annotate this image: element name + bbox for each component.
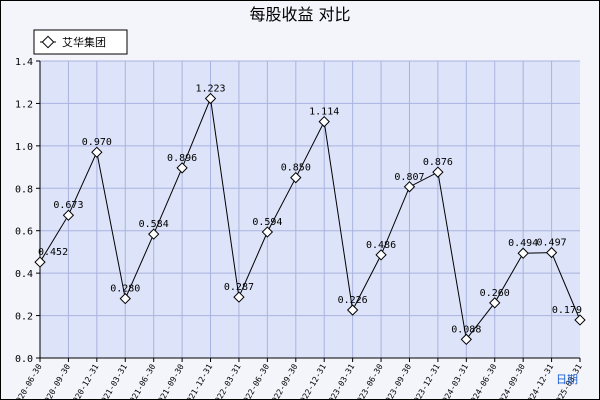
- data-point: [233, 291, 245, 303]
- legend-label: 艾华集团: [62, 35, 106, 49]
- grid-lines: [40, 60, 580, 358]
- y-tick-label: 1.2: [15, 99, 33, 110]
- x-tick-label: 2024-12-31: [523, 362, 555, 400]
- y-tick-label: 0.8: [15, 184, 33, 195]
- data-point: [460, 333, 472, 345]
- data-label: 0.179: [552, 305, 582, 316]
- data-point: [545, 246, 558, 259]
- data-point: [517, 247, 529, 259]
- data-label: 0.584: [139, 219, 169, 230]
- series-line: [39, 96, 581, 341]
- x-tick-label: 2021-09-30: [154, 362, 186, 400]
- data-label: 0.970: [82, 137, 112, 148]
- x-tick-label: 2022-12-31: [296, 362, 328, 400]
- data-point: [318, 116, 330, 128]
- data-point: [204, 92, 217, 105]
- data-label: 0.280: [110, 284, 140, 295]
- series-group: 0.452 0.673 0.970 0.280 0.584 0.896 1.223 0.287…: [34, 84, 586, 345]
- x-tick-label: 2020-12-31: [69, 362, 101, 400]
- data-label: 0.452: [38, 247, 68, 258]
- x-tick-label: 2024-06-30: [467, 362, 499, 400]
- data-label: 0.850: [281, 163, 311, 174]
- data-label: 0.260: [480, 288, 510, 299]
- data-label: 0.807: [394, 172, 424, 183]
- data-point: [403, 181, 416, 193]
- chart-title: 每股收益 对比: [249, 5, 350, 24]
- data-label: 0.486: [366, 240, 396, 251]
- y-tick-label: 1.0: [15, 142, 33, 153]
- y-tick-label: 0.4: [15, 269, 33, 280]
- x-axis-ticks: 2020-06-302020-09-302020-12-312021-03-31…: [12, 358, 584, 400]
- x-axis-title: 日期: [556, 373, 578, 386]
- data-label: 0.896: [167, 153, 197, 164]
- data-point: [574, 314, 586, 326]
- plot-area: [40, 61, 580, 358]
- x-tick-label: 2022-03-31: [211, 362, 243, 400]
- data-label: 0.287: [224, 282, 254, 293]
- data-point: [489, 297, 501, 309]
- x-tick-label: 2022-09-30: [268, 362, 300, 400]
- data-point: [375, 249, 387, 261]
- data-point: [62, 209, 75, 221]
- legend: 艾华集团: [33, 29, 128, 55]
- x-tick-label: 2020-06-30: [12, 362, 44, 400]
- axes: [39, 61, 580, 359]
- x-tick-label: 2023-06-30: [353, 362, 385, 400]
- x-tick-label: 2024-09-30: [495, 362, 527, 400]
- data-label: 0.088: [451, 324, 481, 335]
- x-tick-label: 2020-09-30: [40, 362, 72, 400]
- y-tick-label: 0.2: [15, 312, 33, 323]
- y-tick-label: 0.0: [15, 354, 33, 365]
- x-tick-label: 2023-09-30: [381, 362, 413, 400]
- data-point: [91, 146, 103, 158]
- data-label: 0.876: [423, 157, 453, 168]
- data-point: [148, 228, 160, 240]
- x-tick-label: 2022-06-30: [239, 362, 271, 400]
- data-point: [346, 304, 359, 316]
- y-axis-ticks: 0.0 0.2 0.4 0.6 0.8 1.0 1.2 1.4: [15, 57, 40, 365]
- x-tick-label: 2021-03-31: [97, 362, 129, 400]
- x-tick-label: 2021-12-31: [182, 362, 214, 400]
- data-point: [119, 292, 131, 305]
- x-tick-label: 2023-03-31: [324, 362, 356, 400]
- data-point: [290, 172, 302, 184]
- data-label: 0.494: [508, 238, 538, 249]
- data-point: [176, 162, 188, 174]
- legend-marker-icon: [41, 35, 55, 49]
- data-point: [261, 226, 274, 238]
- data-label: 1.223: [195, 84, 225, 95]
- x-tick-label: 2024-03-31: [438, 362, 470, 400]
- data-label: 0.226: [338, 295, 368, 306]
- y-tick-label: 1.4: [15, 57, 33, 68]
- data-label: 0.673: [53, 200, 83, 211]
- y-tick-label: 0.6: [15, 227, 33, 238]
- data-point: [34, 256, 46, 268]
- data-point: [432, 166, 444, 178]
- data-label: 0.497: [537, 238, 567, 249]
- data-label: 1.114: [309, 107, 339, 118]
- data-label: 0.594: [252, 217, 282, 228]
- x-tick-label: 2021-06-30: [126, 362, 158, 400]
- x-tick-label: 2023-12-31: [410, 362, 442, 400]
